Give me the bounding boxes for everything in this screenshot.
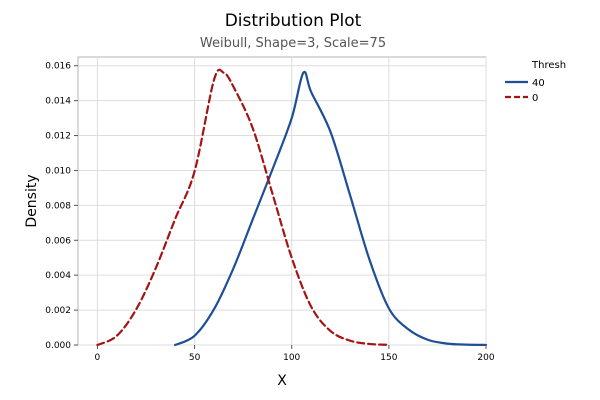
y-tick-label: 0.004 bbox=[45, 271, 71, 281]
chart-subtitle: Weibull, Shape=3, Scale=75 bbox=[200, 36, 386, 51]
grid bbox=[78, 57, 487, 346]
series-line-40 bbox=[174, 70, 488, 347]
axes: 0 50 100 150 200 0.000 0.002 0.004 0.006 0.008 0.0… bbox=[45, 62, 495, 363]
x-tick-label: 50 bbox=[189, 353, 201, 363]
legend-title: Thresh bbox=[531, 60, 566, 71]
y-tick-label: 0.010 bbox=[45, 166, 71, 176]
legend: Thresh 40 0 bbox=[505, 60, 566, 104]
y-tick-label: 0.002 bbox=[45, 306, 71, 316]
y-tick-label: 0.016 bbox=[45, 62, 71, 72]
series-line-0 bbox=[96, 68, 390, 347]
y-tick-label: 0.012 bbox=[45, 132, 71, 142]
y-tick-label: 0.000 bbox=[45, 341, 71, 351]
y-tick-label: 0.006 bbox=[45, 236, 71, 246]
x-tick-label: 150 bbox=[380, 353, 397, 363]
x-tick-label: 200 bbox=[477, 353, 494, 363]
plot-area bbox=[77, 56, 487, 346]
x-tick-label: 100 bbox=[283, 353, 300, 363]
legend-label-40: 40 bbox=[532, 78, 545, 89]
y-tick-label: 0.014 bbox=[45, 97, 71, 107]
series-layer bbox=[96, 68, 488, 347]
x-tick-label: 0 bbox=[95, 353, 101, 363]
chart-title: Distribution Plot bbox=[225, 11, 362, 31]
x-axis-label: X bbox=[277, 373, 287, 389]
legend-label-0: 0 bbox=[532, 93, 538, 104]
y-axis-label: Density bbox=[24, 174, 40, 227]
y-tick-label: 0.008 bbox=[45, 201, 71, 211]
